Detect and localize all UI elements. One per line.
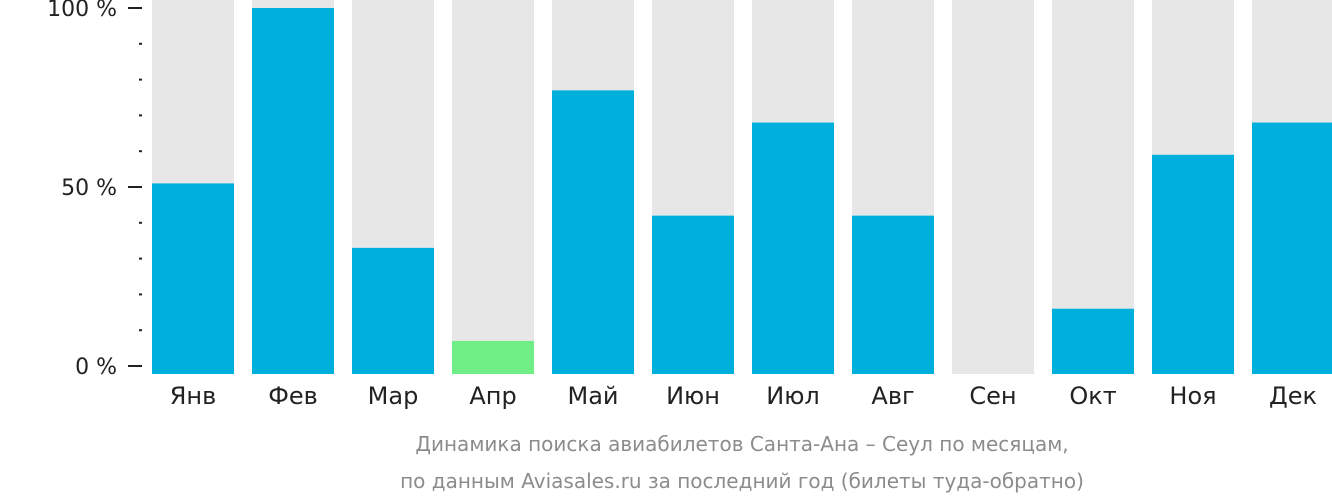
x-tick-label: Июн xyxy=(666,382,720,410)
y-tick-label: 50 % xyxy=(61,176,117,201)
y-tick-label: 100 % xyxy=(47,0,117,22)
bar-Июл xyxy=(752,122,834,374)
bar-Апр xyxy=(452,340,534,374)
x-tick-label: Сен xyxy=(969,382,1016,410)
bars xyxy=(152,0,1332,374)
x-tick-label: Июл xyxy=(766,382,820,410)
bar-Дек xyxy=(1252,122,1332,374)
x-tick-label: Ноя xyxy=(1169,382,1216,410)
x-tick-label: Окт xyxy=(1069,382,1116,410)
x-tick-label: Авг xyxy=(871,382,914,410)
x-tick-label: Дек xyxy=(1269,382,1317,410)
bar-Май xyxy=(552,90,634,374)
bar-Июн xyxy=(652,215,734,374)
bar-background xyxy=(452,0,534,374)
x-tick-label: Янв xyxy=(170,382,217,410)
bar-Мар xyxy=(352,247,434,374)
chart-caption-line-1: Динамика поиска авиабилетов Санта-Ана – … xyxy=(415,432,1068,456)
x-tick-label: Фев xyxy=(268,382,318,410)
x-tick-label: Мар xyxy=(368,382,419,410)
y-tick-label: 0 % xyxy=(75,355,117,380)
x-axis-labels: Янв Фев Мар Апр Май Июн Июл Авг Сен Окт Ноя Дек xyxy=(170,382,1317,410)
x-tick-label: Апр xyxy=(469,382,516,410)
x-tick-label: Май xyxy=(567,382,618,410)
bar-Авг xyxy=(852,215,934,374)
bar-Окт xyxy=(1052,308,1134,374)
bar-Янв xyxy=(152,183,234,374)
y-axis: 0 % 50 % 100 % xyxy=(47,0,142,380)
bar-Ноя xyxy=(1152,154,1234,374)
bar-Фев xyxy=(252,8,334,374)
bar-background xyxy=(952,0,1034,374)
chart-caption-line-2: по данным Aviasales.ru за последний год … xyxy=(400,469,1084,493)
